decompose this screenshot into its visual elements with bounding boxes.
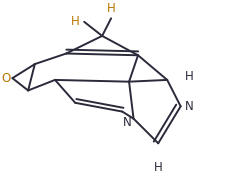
Text: H: H: [184, 70, 193, 83]
Text: O: O: [1, 72, 10, 85]
Text: N: N: [184, 100, 193, 113]
Text: H: H: [153, 161, 162, 174]
Text: H: H: [106, 2, 115, 15]
Text: H: H: [71, 15, 79, 28]
Text: N: N: [122, 116, 131, 129]
